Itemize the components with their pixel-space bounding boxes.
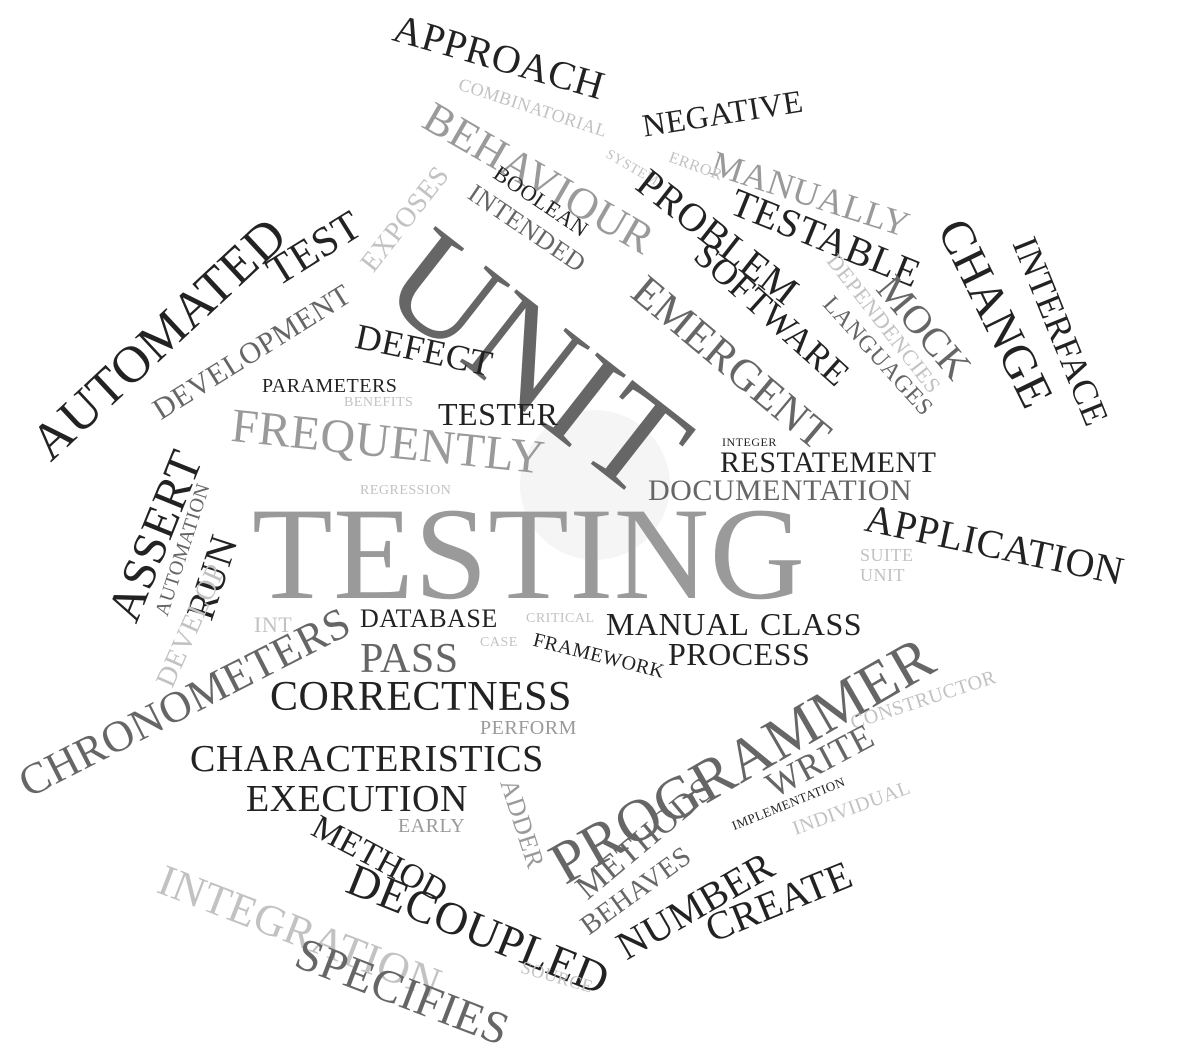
word-regression: REGRESSION (360, 483, 452, 498)
word-negative: NEGATIVE (639, 82, 806, 144)
word-testing: TESTING (252, 480, 806, 627)
word-unit-small: UNIT (860, 565, 905, 585)
word-execution: EXECUTION (246, 778, 468, 820)
word-characteristics: CHARACTERISTICS (190, 738, 544, 780)
word-benefits: BENEFITS (344, 395, 414, 410)
word-documentation: DOCUMENTATION (648, 474, 913, 507)
word-int: INT (254, 612, 293, 637)
word-integer: INTEGER (722, 435, 777, 449)
word-critical: CRITICAL (526, 611, 595, 626)
word-database: DATABASE (360, 604, 498, 633)
word-perform: PERFORM (480, 717, 577, 739)
word-correctness: CORRECTNESS (270, 674, 572, 720)
word-case: CASE (480, 635, 518, 650)
watermark-shape (520, 410, 670, 560)
word-pass: PASS (360, 636, 459, 682)
word-parameters: PARAMETERS (262, 375, 398, 397)
word-process: PROCESS (668, 636, 811, 672)
word-suite: SUITE (860, 545, 914, 565)
word-adder: ADDER (494, 775, 551, 872)
word-manual: MANUAL (606, 606, 750, 642)
word-class: CLASS (760, 606, 863, 642)
word-restatement: RESTATEMENT (720, 446, 937, 479)
word-tester: TESTER (438, 396, 559, 432)
word-early: EARLY (398, 815, 466, 837)
